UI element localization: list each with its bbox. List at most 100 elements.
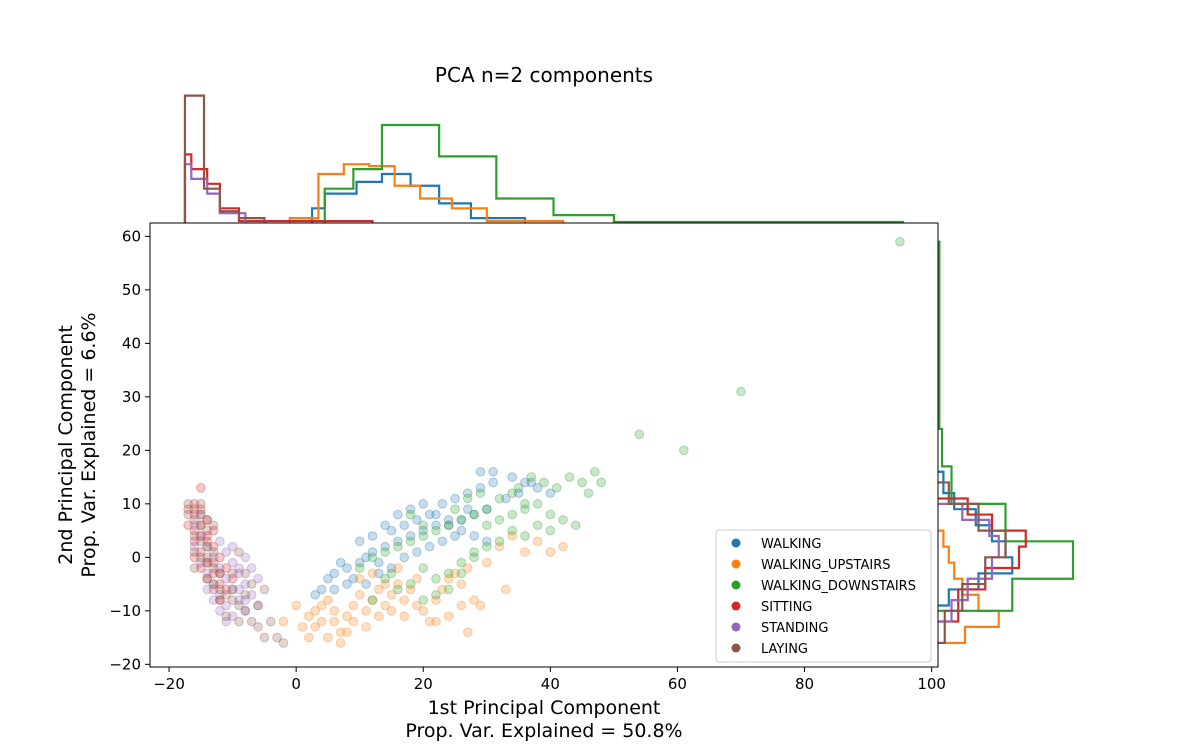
data-point (736, 386, 746, 397)
data-point (234, 600, 244, 611)
data-point (545, 509, 556, 520)
data-point (215, 595, 225, 605)
data-point (196, 531, 206, 541)
data-point (380, 520, 390, 531)
data-point (215, 595, 225, 605)
data-point (418, 499, 429, 509)
data-point (335, 627, 346, 638)
y-tick-label: 0 (131, 548, 141, 566)
data-point (189, 525, 200, 536)
data-point (475, 600, 486, 611)
data-point (196, 520, 206, 531)
legend-marker (731, 538, 741, 548)
data-point (202, 584, 212, 595)
data-point (469, 595, 479, 605)
data-point (323, 632, 333, 643)
data-point (208, 541, 219, 552)
data-point (520, 547, 530, 557)
data-point (361, 552, 371, 563)
data-point (431, 525, 441, 536)
data-point (189, 547, 200, 557)
data-point (450, 568, 460, 579)
data-point (196, 557, 206, 568)
data-point (246, 616, 257, 627)
data-point (354, 563, 365, 573)
data-point (240, 589, 251, 600)
data-point (278, 638, 289, 648)
x-tick-label: 40 (541, 675, 560, 693)
data-point (462, 627, 473, 638)
data-point (202, 557, 212, 568)
legend-marker (731, 580, 741, 590)
data-point (189, 563, 200, 573)
data-point (202, 525, 212, 536)
data-point (189, 515, 200, 525)
data-point (240, 606, 251, 616)
data-point (361, 606, 371, 616)
data-point (329, 584, 340, 595)
y-tick-label: 50 (122, 281, 141, 299)
data-point (488, 477, 498, 488)
data-point (443, 520, 454, 531)
data-point (208, 547, 219, 557)
data-point (202, 541, 212, 552)
data-point (342, 563, 352, 573)
data-point (431, 573, 441, 584)
data-point (399, 611, 409, 621)
data-point (456, 515, 467, 525)
data-point (545, 547, 556, 557)
data-point (367, 547, 378, 557)
data-point (418, 520, 429, 531)
data-point (234, 547, 244, 557)
top-hist-walking-downstairs (323, 123, 905, 224)
data-point (494, 515, 505, 525)
data-point (215, 606, 225, 616)
data-point (507, 509, 518, 520)
y-axis-label-line2: Prop. Var. Explained = 6.6% (78, 312, 100, 577)
data-point (227, 557, 238, 568)
data-point (513, 482, 524, 493)
top-hist-walking-upstairs (288, 163, 565, 223)
data-point (443, 568, 454, 579)
data-point (386, 563, 397, 573)
data-point (450, 504, 460, 514)
data-point (221, 584, 232, 595)
data-point (189, 552, 200, 563)
data-point (348, 573, 359, 584)
data-point (431, 520, 441, 531)
data-point (316, 616, 327, 627)
data-point (424, 509, 435, 520)
data-point (221, 616, 232, 627)
data-point (482, 504, 492, 514)
data-point (348, 616, 359, 627)
data-point (227, 568, 238, 579)
y-tick-label: −20 (109, 655, 141, 673)
data-point (393, 509, 403, 520)
scatter-points (183, 236, 905, 648)
data-point (482, 557, 492, 568)
data-point (202, 552, 212, 563)
data-point (393, 584, 403, 595)
data-point (367, 531, 378, 541)
data-point (386, 525, 397, 536)
data-point (367, 552, 378, 563)
data-point (494, 493, 505, 504)
data-point (443, 611, 454, 621)
data-point (246, 579, 257, 589)
right-histogram (938, 240, 1075, 645)
x-axis-ticks: −20 0 20 40 60 80 100 (153, 667, 946, 693)
data-point (202, 557, 212, 568)
data-point (405, 504, 416, 514)
x-tick-label: 0 (291, 675, 301, 693)
data-point (221, 611, 232, 621)
data-point (202, 573, 212, 584)
data-point (596, 477, 606, 488)
data-point (354, 573, 365, 584)
data-point (482, 536, 492, 547)
data-point (189, 499, 200, 509)
data-point (221, 600, 232, 611)
data-point (590, 466, 600, 477)
data-point (361, 622, 371, 632)
legend-entry: SITTING (761, 600, 812, 615)
data-point (450, 493, 460, 504)
